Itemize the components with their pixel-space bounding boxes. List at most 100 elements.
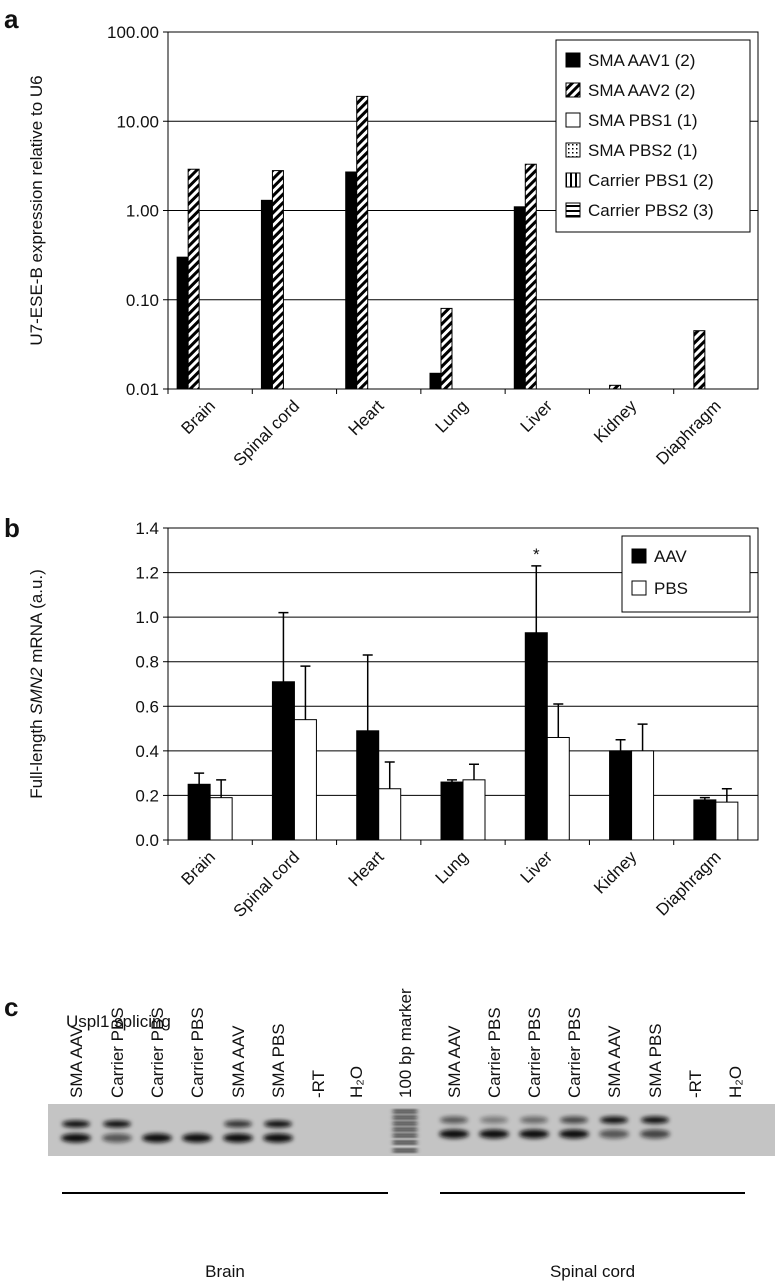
- lane-label: SMA PBS: [646, 1023, 665, 1098]
- y-axis-label-part: Full-length: [27, 715, 46, 799]
- legend-label: SMA PBS1 (1): [588, 111, 698, 130]
- gel-band: [520, 1116, 548, 1124]
- lane-label: SMA AAV: [229, 1025, 248, 1098]
- legend-label: SMA AAV2 (2): [588, 81, 695, 100]
- legend-swatch: [565, 172, 581, 188]
- gel-band: [439, 1129, 469, 1139]
- y-tick-label: 0.0: [135, 831, 159, 850]
- lane-label: Carrier PBS: [148, 1007, 167, 1098]
- y-axis-label: U7-ESE-B expression relative to U6: [27, 75, 46, 345]
- bar: [513, 206, 526, 390]
- ladder-band: [393, 1116, 417, 1119]
- error-bar: [362, 654, 373, 731]
- x-tick-label: Diaphragm: [652, 396, 724, 468]
- bar: [693, 799, 717, 841]
- lane-label: Carrier PBS: [525, 1007, 544, 1098]
- gel-band: [560, 1116, 588, 1124]
- ladder-band: [393, 1122, 417, 1125]
- bar: [187, 168, 200, 390]
- lane-label: Carrier PBS: [108, 1007, 127, 1098]
- ladder-band: [393, 1141, 417, 1144]
- bar: [693, 330, 706, 390]
- error-bar: [194, 772, 205, 785]
- legend-swatch: [565, 112, 581, 128]
- legend-box: [555, 39, 751, 233]
- error-bar: [300, 665, 311, 720]
- legend-swatch: [565, 52, 581, 68]
- gel-band: [519, 1129, 549, 1139]
- x-tick-label: Lung: [432, 847, 472, 887]
- panel-label: a: [4, 4, 19, 34]
- lane-label: SMA PBS: [269, 1023, 288, 1098]
- y-tick-label: 10.00: [116, 112, 159, 131]
- x-tick-label: Heart: [345, 847, 388, 890]
- y-axis-label-part: U7-ESE-B expression relative to U6: [27, 75, 46, 345]
- legend-label: Carrier PBS1 (2): [588, 171, 714, 190]
- gel-band: [641, 1116, 669, 1124]
- gel-band: [62, 1120, 90, 1128]
- bar: [546, 736, 570, 841]
- bar: [271, 681, 295, 841]
- y-axis-label: Full-length SMN2 mRNA (a.u.): [27, 569, 46, 799]
- gel-title: Uspl1 splicing: [66, 1012, 171, 1031]
- annotation: *: [533, 545, 540, 564]
- x-tick-label: Liver: [517, 847, 557, 887]
- error-bar: [384, 761, 395, 789]
- legend-label: PBS: [654, 579, 688, 598]
- bar: [187, 783, 211, 841]
- y-tick-label: 100.00: [107, 23, 159, 42]
- y-tick-label: 1.2: [135, 564, 159, 583]
- gel-band: [61, 1133, 91, 1143]
- ladder-band: [393, 1149, 417, 1152]
- bar: [609, 384, 622, 390]
- gel-band: [599, 1129, 629, 1139]
- bar: [631, 750, 655, 841]
- bar: [176, 256, 189, 390]
- y-tick-label: 1.0: [135, 608, 159, 627]
- gel-band: [224, 1120, 252, 1128]
- bar: [209, 797, 233, 841]
- error-bar: [553, 703, 564, 738]
- lane-label: SMA AAV: [445, 1025, 464, 1098]
- lane-label: H₂O: [726, 1066, 745, 1098]
- bar: [356, 730, 380, 841]
- error-bar: [278, 611, 289, 682]
- y-axis-label-part: mRNA (a.u.): [27, 569, 46, 667]
- legend-swatch: [565, 202, 581, 218]
- legend-swatch: [565, 142, 581, 158]
- ladder-band: [393, 1134, 417, 1137]
- gel-band: [600, 1116, 628, 1124]
- y-tick-label: 0.01: [126, 380, 159, 399]
- gel-band: [142, 1133, 172, 1143]
- bar: [609, 750, 633, 841]
- y-tick-label: 0.2: [135, 786, 159, 805]
- error-bar: [637, 723, 648, 751]
- lane-label: -RT: [686, 1070, 705, 1098]
- bar: [345, 171, 358, 390]
- plot-frame: [167, 31, 759, 390]
- lane-label: 100 bp marker: [396, 988, 415, 1098]
- lane-label: -RT: [309, 1070, 328, 1098]
- bar: [260, 199, 273, 390]
- bar: [429, 372, 442, 390]
- lane-label: SMA AAV: [67, 1025, 86, 1098]
- x-tick-label: Lung: [432, 396, 472, 436]
- bar: [271, 170, 284, 390]
- ladder-band: [393, 1110, 417, 1113]
- lane-label: Carrier PBS: [565, 1007, 584, 1098]
- error-bar: [615, 738, 626, 751]
- gel-band: [640, 1129, 670, 1139]
- bar: [715, 801, 739, 841]
- panel-label: c: [4, 992, 18, 1022]
- error-bar: [721, 787, 732, 803]
- error-bar: [531, 565, 542, 633]
- lane-label: Carrier PBS: [188, 1007, 207, 1098]
- error-bar: [469, 763, 479, 780]
- gel-band: [480, 1116, 508, 1124]
- group-label: Spinal cord: [550, 1262, 635, 1281]
- lane-label: SMA AAV: [605, 1025, 624, 1098]
- legend-label: Carrier PBS2 (3): [588, 201, 714, 220]
- group-label: Brain: [205, 1262, 245, 1281]
- lane-label: H₂O: [347, 1066, 366, 1098]
